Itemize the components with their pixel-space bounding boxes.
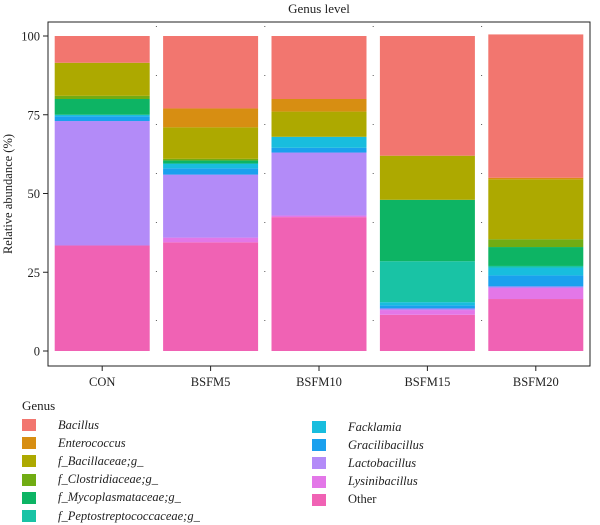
bar-segment: [488, 239, 584, 248]
bar-segment: [163, 242, 259, 351]
y-tick-label: 0: [34, 345, 40, 359]
bar-segment: [379, 199, 475, 262]
legend-item: Lysinibacillus: [312, 473, 418, 491]
legend-label: f_Bacillaceae;g_: [58, 453, 144, 468]
x-tick-label: BSFM5: [191, 375, 231, 389]
legend-swatch: [22, 437, 36, 450]
legend-swatch: [312, 421, 326, 433]
bar-segment: [379, 305, 475, 309]
legend-item: Facklamia: [312, 418, 401, 436]
bar-segment: [488, 247, 584, 266]
y-tick-label: 100: [21, 30, 40, 44]
x-tick-label: BSFM15: [404, 375, 450, 389]
bar-segment: [54, 114, 150, 117]
bar-segment: [379, 308, 475, 311]
legend-swatch: [312, 493, 326, 506]
bar-segment: [163, 237, 259, 243]
genus-abundance-chart: Genus level Relative abundance (%) 0 25 50 75…: [1, 1, 591, 389]
bar-segment: [163, 127, 259, 159]
bar-segment: [271, 215, 367, 218]
legend-item: Bacillus: [22, 416, 99, 434]
legend-label: Lysinibacillus: [348, 474, 418, 489]
legend: Genus Bacillus Enterococcus f_Bacillaceae;…: [22, 398, 582, 523]
legend-swatch: [22, 510, 36, 522]
bar-segment: [488, 179, 584, 240]
legend-item: Lactobacillus: [312, 454, 416, 472]
legend-swatch: [22, 419, 36, 431]
bar-segment: [163, 168, 259, 175]
bar-segment: [54, 99, 150, 115]
bar-segment: [54, 62, 150, 96]
bar-segment: [488, 177, 584, 180]
x-tick-label: BSFM20: [513, 375, 559, 389]
legend-item: Gracilibacillus: [312, 436, 424, 454]
bar-segment: [271, 152, 367, 216]
legend-label: Bacillus: [58, 417, 99, 432]
x-tick-label: BSFM10: [296, 375, 342, 389]
legend-title: Genus: [22, 398, 56, 413]
bar-segment: [488, 265, 584, 268]
bar-segment: [54, 36, 150, 63]
bar-segment: [163, 108, 259, 128]
bar-segment: [488, 286, 584, 288]
legend-label: f_Mycoplasmataceae;g_: [58, 490, 181, 505]
bar-segment: [163, 36, 259, 109]
bar-segment: [163, 158, 259, 161]
bar-segment: [488, 267, 584, 276]
bar-segment: [488, 299, 584, 351]
legend-item: f_Clostridiaceae;g_: [22, 471, 158, 489]
legend-item: f_Mycoplasmataceae;g_: [22, 489, 181, 507]
bar-segment: [54, 245, 150, 351]
legend-label: f_Clostridiaceae;g_: [58, 472, 158, 487]
bar-segment: [163, 174, 259, 238]
bar-segment: [54, 95, 150, 99]
bar-segment: [54, 116, 150, 122]
legend-item: f_Bacillaceae;g_: [22, 452, 143, 470]
bar-segment: [271, 36, 367, 99]
legend-swatch: [312, 475, 326, 488]
bar-segment: [379, 310, 475, 315]
bar-segment: [271, 99, 367, 112]
bar-segment: [379, 36, 475, 156]
legend-label: Lactobacillus: [348, 455, 417, 470]
legend-swatch: [22, 455, 36, 468]
bar-segment: [379, 261, 475, 303]
legend-swatch: [312, 457, 326, 470]
bar-segment: [271, 147, 367, 153]
legend-item: Enterococcus: [22, 434, 126, 452]
bar-segment: [54, 121, 150, 246]
bar-segment: [271, 217, 367, 351]
legend-label: Facklamia: [348, 419, 402, 434]
bar-segment: [163, 160, 259, 164]
bar-segment: [488, 275, 584, 287]
bar-segment: [379, 314, 475, 351]
legend-swatch: [312, 439, 326, 452]
legend-item: Other: [312, 491, 376, 509]
legend-label: f_Peptostreptococcaceae;g_: [58, 508, 200, 523]
legend-label: Enterococcus: [58, 435, 126, 450]
bar-segment: [271, 136, 367, 148]
legend-item: f_Peptostreptococcaceae;g_: [22, 507, 200, 525]
bar-segment: [271, 111, 367, 137]
chart-title: Genus level: [288, 1, 350, 16]
y-tick-label: 75: [28, 108, 41, 122]
y-tick-label: 50: [28, 187, 41, 201]
bar-segment: [488, 288, 584, 300]
bar-segment: [379, 302, 475, 306]
legend-swatch: [22, 491, 36, 504]
bar-segment: [163, 163, 259, 169]
y-axis-label: Relative abundance (%): [1, 134, 15, 254]
legend-swatch: [22, 473, 36, 486]
legend-label: Other: [348, 492, 377, 507]
bar-segment: [488, 34, 584, 178]
x-tick-label: CON: [89, 375, 115, 389]
legend-label: Gracilibacillus: [348, 437, 424, 452]
y-tick-label: 25: [28, 266, 41, 280]
bar-segment: [379, 155, 475, 200]
